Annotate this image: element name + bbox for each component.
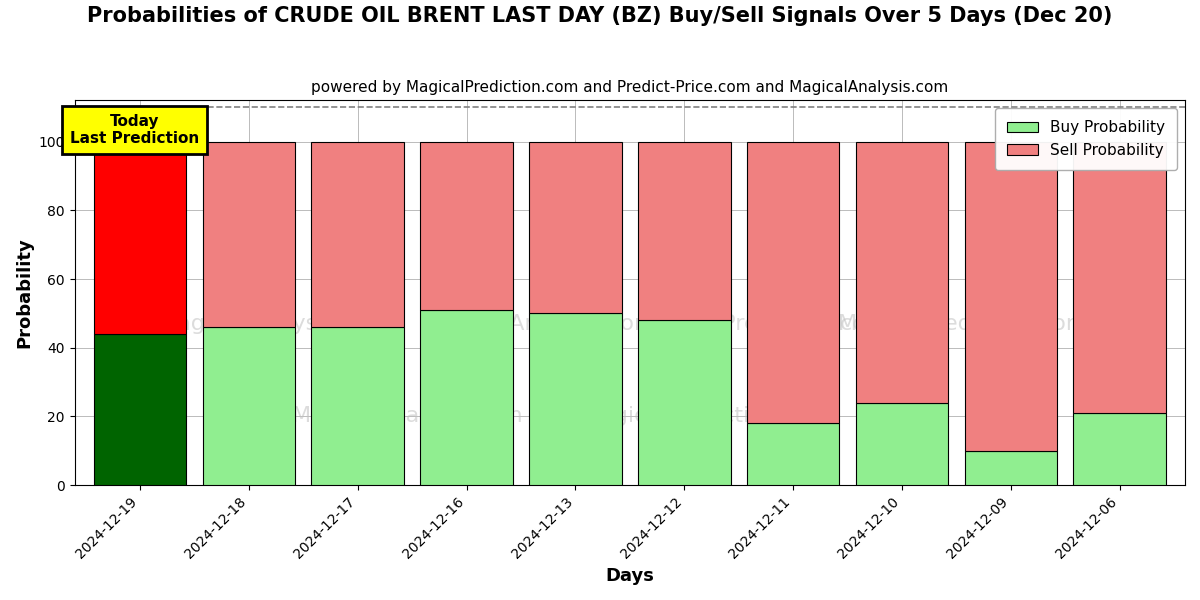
- Bar: [746, 424, 839, 485]
- Bar: [856, 142, 948, 403]
- Y-axis label: Probability: Probability: [16, 238, 34, 348]
- Bar: [312, 142, 404, 327]
- Legend: Buy Probability, Sell Probability: Buy Probability, Sell Probability: [995, 108, 1177, 170]
- Bar: [312, 327, 404, 485]
- Text: MagicalAnalysis.com: MagicalAnalysis.com: [425, 314, 656, 334]
- Text: Today
Last Prediction: Today Last Prediction: [70, 114, 199, 146]
- Bar: [203, 327, 295, 485]
- Bar: [529, 313, 622, 485]
- Bar: [965, 451, 1057, 485]
- Text: MagicalPrediction.com: MagicalPrediction.com: [582, 406, 833, 426]
- Text: MagicalAnalysis.com: MagicalAnalysis.com: [292, 406, 523, 426]
- Text: MagicalPrediction.com: MagicalPrediction.com: [638, 314, 888, 334]
- Bar: [856, 403, 948, 485]
- Text: Probabilities of CRUDE OIL BRENT LAST DAY (BZ) Buy/Sell Signals Over 5 Days (Dec: Probabilities of CRUDE OIL BRENT LAST DA…: [88, 6, 1112, 26]
- Bar: [746, 142, 839, 424]
- Bar: [420, 142, 512, 310]
- Bar: [94, 334, 186, 485]
- Bar: [638, 142, 731, 320]
- Bar: [420, 310, 512, 485]
- Bar: [1074, 413, 1166, 485]
- Title: powered by MagicalPrediction.com and Predict-Price.com and MagicalAnalysis.com: powered by MagicalPrediction.com and Pre…: [311, 80, 948, 95]
- Bar: [638, 320, 731, 485]
- Bar: [203, 142, 295, 327]
- Bar: [965, 142, 1057, 451]
- Text: MagicalPrediction.com: MagicalPrediction.com: [838, 314, 1088, 334]
- Text: MagicalAnalysis.com: MagicalAnalysis.com: [158, 314, 390, 334]
- Bar: [529, 142, 622, 313]
- Bar: [1074, 142, 1166, 413]
- Bar: [94, 142, 186, 334]
- X-axis label: Days: Days: [605, 567, 654, 585]
